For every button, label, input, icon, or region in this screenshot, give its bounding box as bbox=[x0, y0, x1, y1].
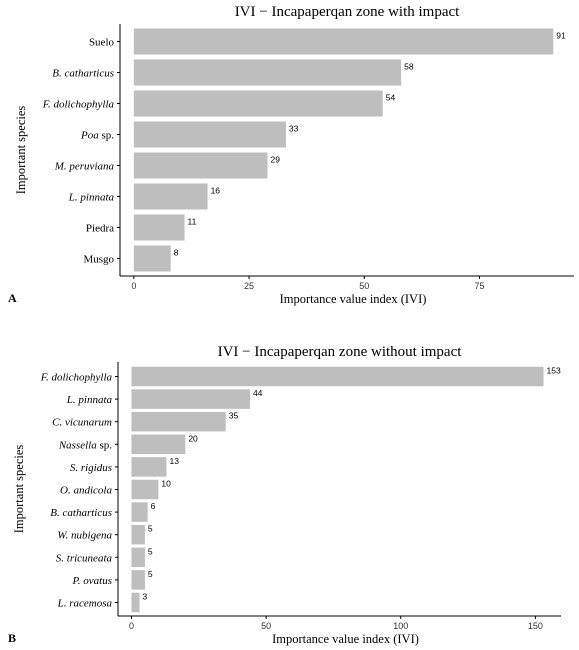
x-tick-label: 150 bbox=[528, 621, 543, 631]
data-label: 35 bbox=[229, 411, 239, 421]
category-label: W. nubigena bbox=[57, 530, 112, 542]
category-label: Poa sp. bbox=[80, 130, 114, 142]
data-label: 3 bbox=[143, 592, 148, 602]
category-label: L. racemosa bbox=[57, 598, 113, 610]
x-tick-label: 50 bbox=[359, 281, 369, 291]
data-label: 10 bbox=[161, 479, 171, 489]
x-tick-label: 50 bbox=[261, 621, 271, 631]
bar bbox=[133, 183, 208, 210]
category-label-name: P. ovatus bbox=[71, 575, 112, 587]
category-label-name: L. pinnata bbox=[68, 192, 115, 204]
x-tick-label: 0 bbox=[129, 621, 134, 631]
bar bbox=[133, 245, 171, 272]
data-label: 44 bbox=[253, 388, 263, 398]
bar bbox=[131, 389, 250, 409]
category-label: L. pinnata bbox=[66, 394, 113, 406]
bar bbox=[131, 547, 145, 568]
data-label: 153 bbox=[546, 366, 560, 376]
bar bbox=[131, 411, 226, 432]
category-label-name: L. pinnata bbox=[66, 394, 113, 406]
category-label: Piedra bbox=[86, 223, 114, 235]
bar bbox=[133, 152, 268, 179]
panel-label: A bbox=[8, 291, 17, 305]
y-axis-title: Important species bbox=[14, 106, 28, 195]
data-label: 5 bbox=[148, 524, 153, 534]
chart-panel-b: IVI − Incapaperqan zone without impact 15… bbox=[8, 344, 561, 646]
data-label: 13 bbox=[169, 456, 179, 466]
data-label: 5 bbox=[148, 569, 153, 579]
category-label-name: Poa bbox=[80, 130, 99, 142]
data-label: 33 bbox=[289, 124, 299, 134]
category-label-name: F. dolichophylla bbox=[42, 99, 115, 111]
category-label-name: Suelo bbox=[89, 37, 115, 49]
x-tick-label: 25 bbox=[244, 281, 254, 291]
chart-title: IVI − Incapaperqan zone with impact bbox=[235, 4, 460, 20]
category-label-name: M. peruviana bbox=[54, 161, 115, 173]
bar bbox=[133, 121, 286, 148]
data-label: 5 bbox=[148, 546, 153, 556]
panel-label: B bbox=[8, 631, 16, 645]
category-label: Suelo bbox=[89, 37, 115, 49]
data-label: 91 bbox=[556, 31, 566, 41]
y-axis-title: Important species bbox=[12, 445, 26, 534]
category-label: B. catharticus bbox=[52, 68, 114, 80]
category-label-name: B. catharticus bbox=[52, 68, 114, 80]
chart-panel-a: IVI − Incapaperqan zone with impact 91 Sue… bbox=[8, 4, 574, 306]
category-label-name: L. racemosa bbox=[57, 598, 113, 610]
x-axis-title: Importance value index (IVI) bbox=[280, 292, 427, 306]
x-tick-label: 0 bbox=[131, 281, 136, 291]
bar bbox=[133, 214, 185, 241]
category-label: Musgo bbox=[83, 254, 114, 266]
category-label-name: S. rigidus bbox=[70, 462, 112, 474]
x-tick-label: 75 bbox=[475, 281, 485, 291]
data-label: 16 bbox=[211, 186, 221, 196]
category-label-name: W. nubigena bbox=[57, 530, 112, 542]
bar bbox=[133, 28, 554, 55]
category-label: C. vicunarum bbox=[52, 417, 112, 429]
category-label: P. ovatus bbox=[71, 575, 112, 587]
data-label: 54 bbox=[386, 93, 396, 103]
category-label: S. tricuneata bbox=[56, 552, 113, 564]
bar bbox=[131, 502, 148, 522]
chart-title: IVI − Incapaperqan zone without impact bbox=[218, 344, 463, 360]
data-label: 6 bbox=[151, 501, 156, 511]
bar bbox=[133, 59, 402, 86]
x-tick-label: 100 bbox=[393, 621, 408, 631]
bar bbox=[131, 524, 145, 545]
bar bbox=[131, 592, 140, 613]
category-label: O. andicola bbox=[60, 485, 112, 497]
category-label-suffix: sp. bbox=[97, 439, 113, 451]
category-label-suffix: sp. bbox=[99, 130, 115, 142]
data-label: 8 bbox=[174, 248, 179, 258]
bar bbox=[131, 366, 544, 387]
category-label-name: Musgo bbox=[83, 254, 114, 266]
bar bbox=[133, 90, 383, 117]
category-label: S. rigidus bbox=[70, 462, 112, 474]
data-label: 20 bbox=[188, 433, 198, 443]
data-label: 58 bbox=[404, 62, 414, 72]
category-label-name: Piedra bbox=[86, 223, 114, 235]
category-label: F. dolichophylla bbox=[40, 372, 113, 384]
data-label: 29 bbox=[270, 155, 280, 165]
category-label-name: B. catharticus bbox=[50, 507, 112, 519]
bar bbox=[131, 570, 145, 590]
category-label: F. dolichophylla bbox=[42, 99, 115, 111]
data-label: 11 bbox=[188, 217, 197, 227]
category-label: L. pinnata bbox=[68, 192, 115, 204]
category-label: M. peruviana bbox=[54, 161, 115, 173]
bar bbox=[131, 434, 186, 455]
x-axis-title: Importance value index (IVI) bbox=[272, 632, 419, 646]
category-label-name: S. tricuneata bbox=[56, 552, 113, 564]
category-label: Nassella sp. bbox=[58, 439, 112, 451]
category-label-name: O. andicola bbox=[60, 485, 112, 497]
category-label-name: C. vicunarum bbox=[52, 417, 112, 429]
category-label: B. catharticus bbox=[50, 507, 112, 519]
category-label-name: Nassella bbox=[58, 439, 97, 451]
bar bbox=[131, 457, 167, 477]
category-label-name: F. dolichophylla bbox=[40, 372, 113, 384]
bar bbox=[131, 479, 159, 500]
